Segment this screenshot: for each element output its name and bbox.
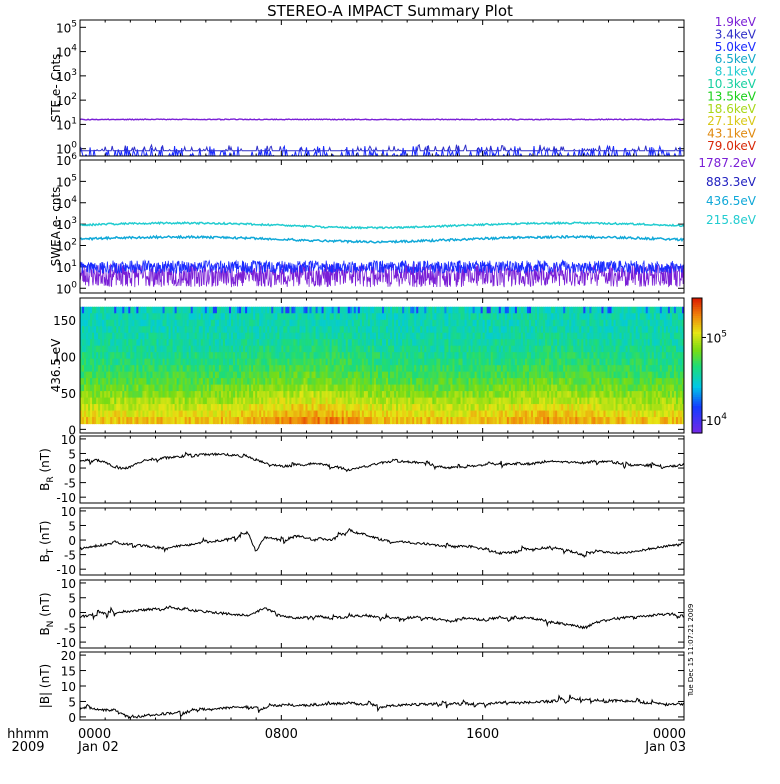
chart-title: STEREO-A IMPACT Summary Plot <box>267 2 513 20</box>
legend-entry: 215.8eV <box>706 213 757 227</box>
series-line-1.9keV <box>80 119 684 120</box>
legend-entry: 436.5eV <box>706 194 757 208</box>
y-tick-label: 100 <box>56 280 77 296</box>
legend-entry: 1787.2eV <box>698 156 756 170</box>
ste-frame <box>80 20 684 156</box>
y-axis-label: SWEA e- cnts <box>49 187 63 267</box>
ste-plot-area <box>80 119 684 156</box>
y-tick-label: 105 <box>56 19 77 35</box>
y-tick-label: 50 <box>61 387 76 401</box>
legend-entry: 883.3eV <box>706 175 757 189</box>
swea-plot-area <box>80 222 684 287</box>
pad-plot-area <box>80 307 685 424</box>
y-tick-label: 150 <box>53 314 76 328</box>
series-line-436.5eV <box>80 236 684 243</box>
y-tick-label: 106 <box>56 152 77 168</box>
y-axis-label: STE e- Cnts <box>49 54 63 123</box>
series-line-215.8eV <box>80 222 684 228</box>
y-axis-label: 436.5 eV <box>49 338 63 393</box>
legend-entry: 79.0keV <box>707 139 757 153</box>
